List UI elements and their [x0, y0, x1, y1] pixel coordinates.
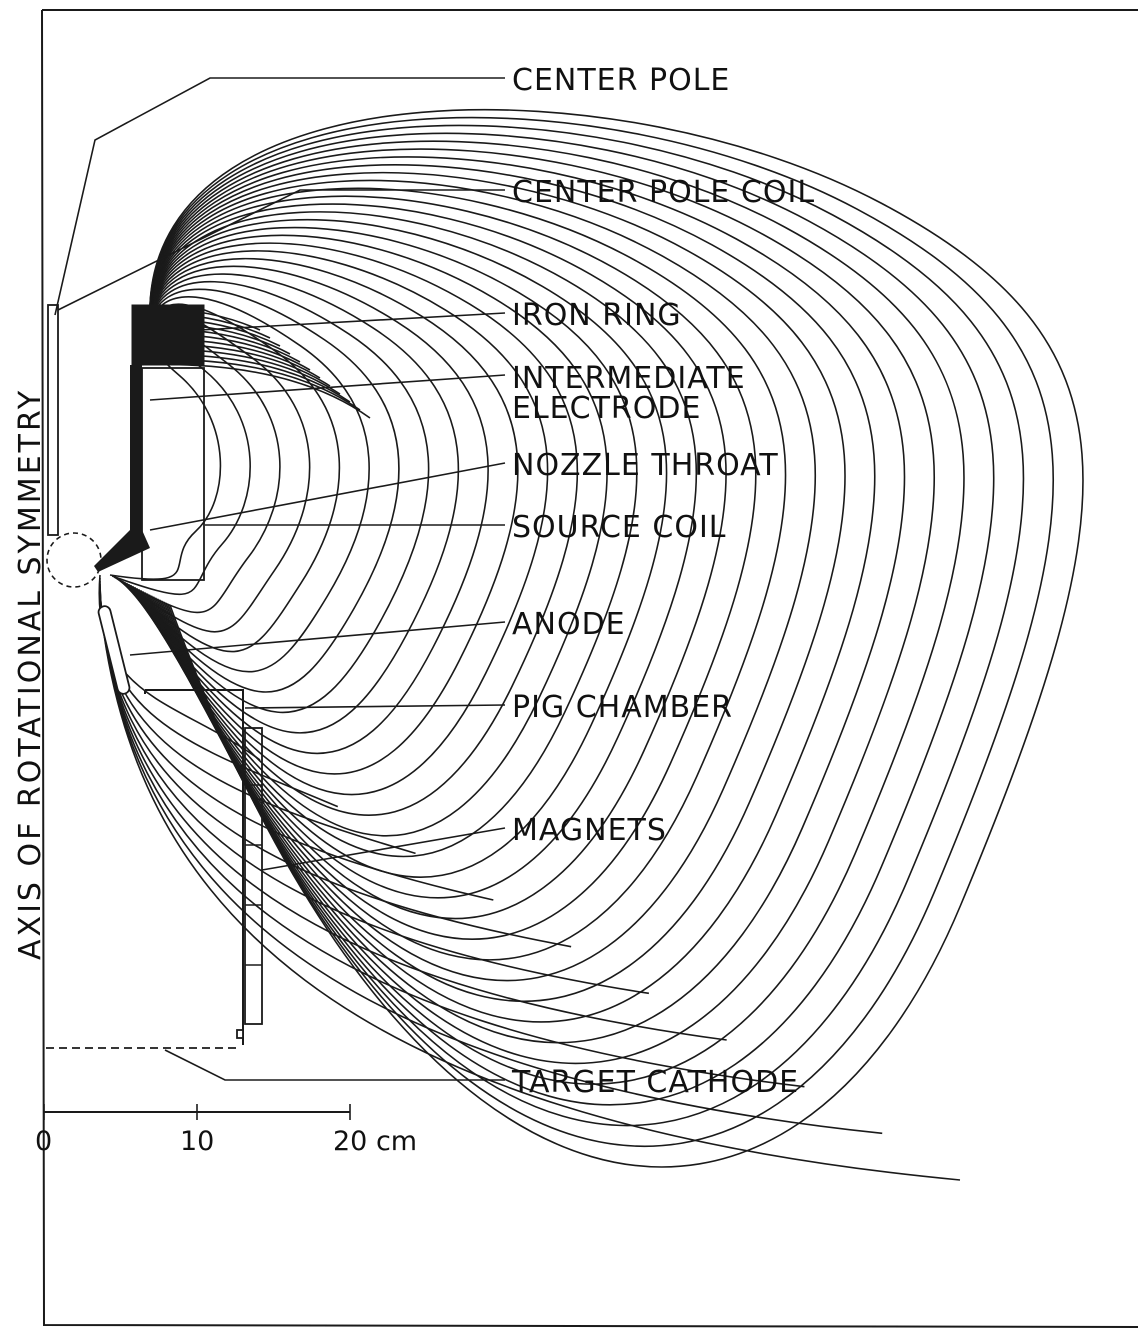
- field-line: [123, 280, 430, 714]
- label-nozzle-throat: NOZZLE THROAT: [512, 448, 779, 483]
- leader-center-pole-coil: [57, 189, 505, 311]
- field-line: [140, 218, 668, 878]
- label-intermediate: INTERMEDIATE: [512, 361, 746, 396]
- field-line: [142, 211, 697, 899]
- field-line: [119, 296, 370, 673]
- field-line: [125, 273, 460, 734]
- drawing-frame: [41, 9, 1139, 1328]
- leader-anode: [129, 621, 506, 656]
- label-iron-ring: IRON RING: [512, 298, 682, 333]
- field-line: [149, 108, 1084, 1168]
- iron-ring-shape: [131, 304, 205, 366]
- field-line: [149, 124, 1025, 1127]
- center-pole-shape: [47, 304, 59, 536]
- nozzle-throat-shape: [94, 530, 150, 572]
- label-magnets: MAGNETS: [512, 813, 667, 848]
- field-line-lower: [99, 598, 883, 1135]
- leader-nozzle-throat: [149, 462, 506, 531]
- field-line: [149, 179, 817, 982]
- field-line: [149, 148, 936, 1065]
- field-line: [130, 257, 519, 775]
- field-line: [134, 242, 579, 816]
- axis-label: AXIS OF ROTATIONAL SYMMETRY: [13, 388, 48, 960]
- hardware: [46, 304, 263, 1049]
- label-target-cathode: TARGET CATHODE: [511, 1065, 799, 1100]
- component-labels: CENTER POLE CENTER POLE COIL IRON RING I…: [511, 63, 815, 1100]
- leader-iron-ring: [199, 312, 506, 331]
- leader-pig-chamber: [244, 704, 506, 709]
- field-line: [149, 140, 965, 1085]
- scale-tick-10: 10: [180, 1126, 214, 1157]
- field-line-lower: [99, 580, 416, 855]
- field-line: [132, 250, 549, 796]
- leader-target-cathode: [164, 1049, 505, 1081]
- leader-center-pole: [54, 77, 505, 316]
- field-line: [138, 226, 638, 858]
- target-cathode-shape: [236, 1029, 244, 1039]
- scale-tick-0: 0: [35, 1126, 52, 1157]
- anode-shape: [97, 605, 131, 695]
- field-line-lower: [99, 601, 961, 1181]
- leader-lines: [54, 77, 506, 1081]
- nozzle-circle-dashed: [46, 532, 102, 588]
- field-line: [149, 164, 876, 1023]
- pig-chamber-shape: [144, 689, 244, 1045]
- label-pig-chamber: PIG CHAMBER: [512, 690, 733, 725]
- intermediate-electrode-shape: [130, 365, 142, 530]
- leader-magnets: [261, 827, 506, 871]
- magnets-shape: [244, 727, 263, 1025]
- field-line: [148, 187, 787, 961]
- label-center-pole: CENTER POLE: [512, 63, 730, 98]
- field-line-lower: [99, 592, 727, 1041]
- label-source-coil: SOURCE COIL: [512, 510, 727, 545]
- label-electrode: ELECTRODE: [512, 391, 701, 426]
- label-center-pole-coil: CENTER POLE COIL: [512, 175, 815, 210]
- scale-bar: 0 10 20 cm: [35, 1104, 417, 1157]
- field-line: [136, 234, 608, 837]
- field-line: [149, 172, 846, 1002]
- field-line: [127, 265, 489, 755]
- field-line: [149, 132, 995, 1106]
- label-anode: ANODE: [512, 607, 626, 642]
- field-line: [146, 195, 757, 940]
- field-line: [149, 116, 1055, 1147]
- leader-intermediate-electrode: [149, 374, 506, 401]
- field-line-lower: [99, 595, 805, 1088]
- scale-tick-20: 20 cm: [333, 1126, 417, 1157]
- field-line: [121, 288, 400, 693]
- field-line: [149, 156, 906, 1044]
